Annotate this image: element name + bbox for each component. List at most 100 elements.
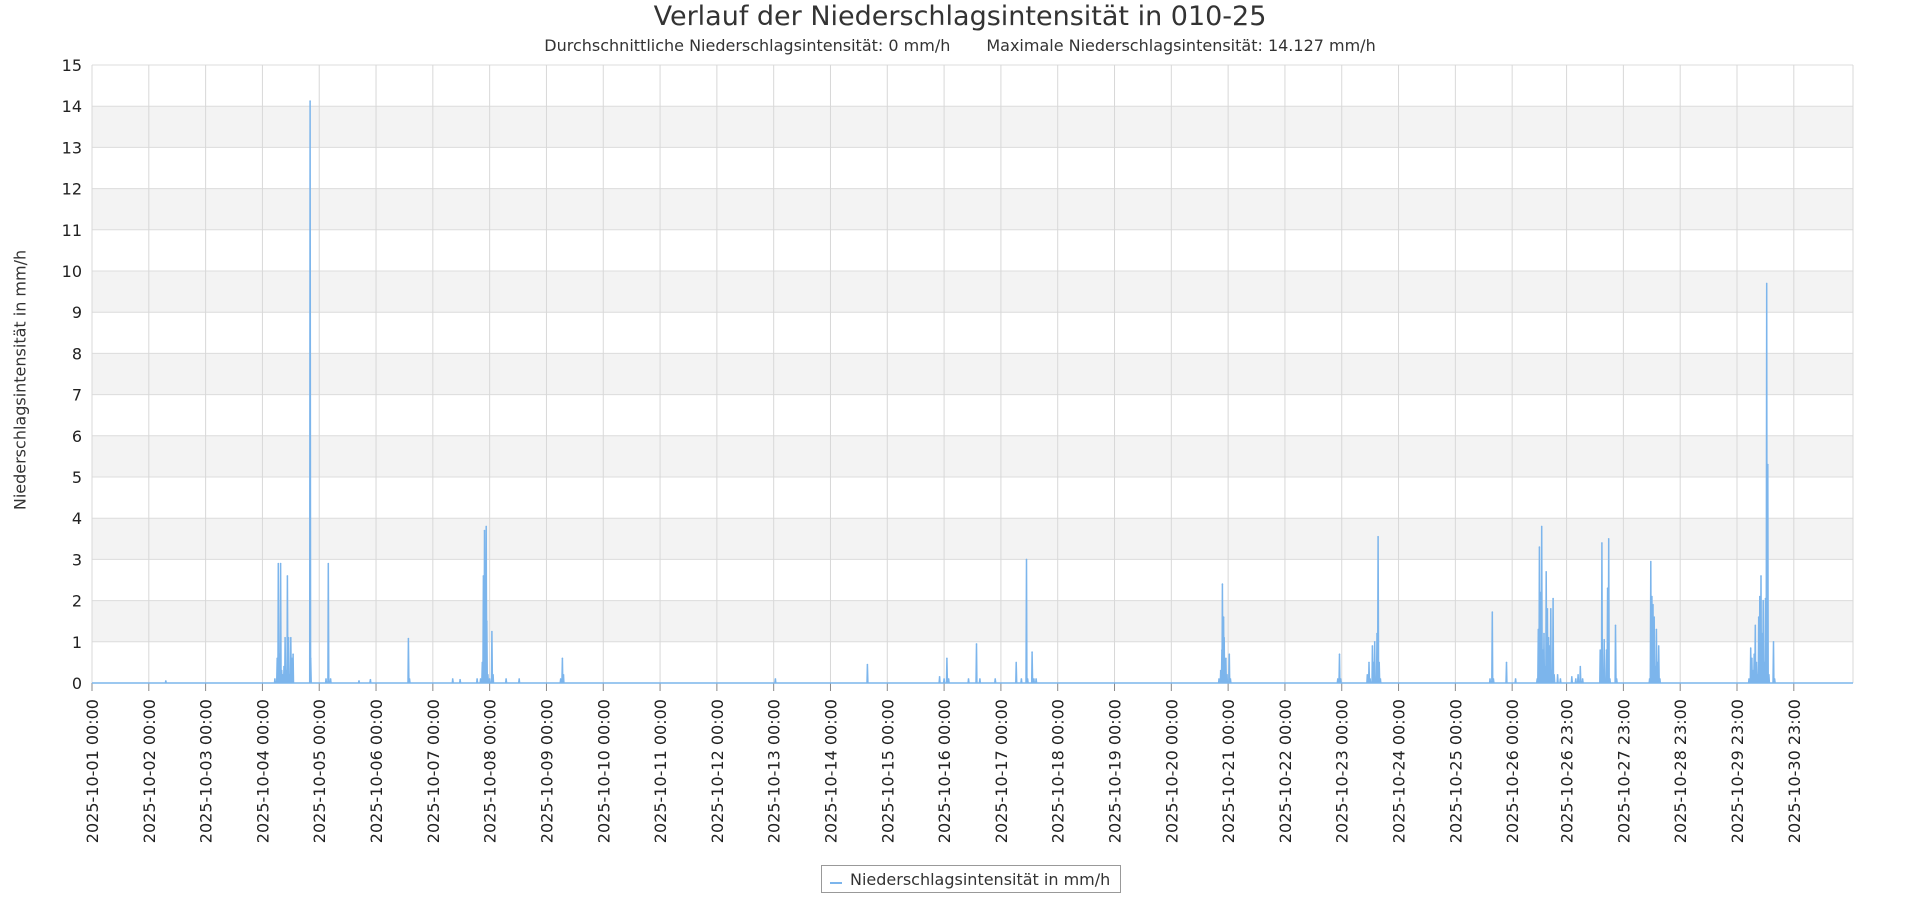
data-point[interactable]: [282, 674, 284, 676]
data-point[interactable]: [947, 678, 950, 680]
data-point[interactable]: [485, 525, 488, 528]
data-point[interactable]: [459, 678, 461, 681]
data-point[interactable]: [1773, 678, 1776, 680]
data-point[interactable]: [1375, 678, 1377, 680]
data-point[interactable]: [1603, 638, 1605, 641]
data-point[interactable]: [284, 636, 286, 639]
data-point[interactable]: [1607, 538, 1610, 540]
data-point[interactable]: [1571, 676, 1573, 678]
data-point[interactable]: [1218, 678, 1220, 680]
data-point[interactable]: [358, 680, 360, 682]
data-point[interactable]: [283, 665, 285, 668]
data-point[interactable]: [1751, 657, 1753, 660]
data-point[interactable]: [774, 678, 777, 680]
data-point[interactable]: [1228, 653, 1231, 655]
data-point[interactable]: [1373, 641, 1376, 643]
data-point[interactable]: [292, 653, 294, 655]
data-point[interactable]: [1545, 571, 1547, 573]
data-point[interactable]: [1338, 653, 1341, 655]
data-point[interactable]: [1762, 599, 1764, 602]
data-point[interactable]: [946, 657, 948, 660]
data-point[interactable]: [1376, 632, 1378, 635]
data-point[interactable]: [492, 674, 494, 676]
data-point[interactable]: [1339, 678, 1342, 680]
data-point[interactable]: [451, 678, 454, 680]
data-point[interactable]: [979, 678, 981, 680]
data-point[interactable]: [476, 678, 478, 680]
data-point[interactable]: [562, 674, 565, 676]
data-point[interactable]: [1581, 678, 1584, 680]
data-point[interactable]: [1552, 597, 1554, 600]
data-point[interactable]: [1229, 678, 1232, 680]
data-point[interactable]: [276, 657, 279, 660]
data-point[interactable]: [967, 678, 970, 680]
data-point[interactable]: [1371, 645, 1374, 647]
data-point[interactable]: [938, 676, 941, 678]
data-point[interactable]: [1760, 575, 1762, 577]
data-point[interactable]: [327, 562, 330, 565]
data-point[interactable]: [1544, 665, 1546, 668]
data-point[interactable]: [1577, 674, 1579, 676]
data-point[interactable]: [1514, 678, 1517, 680]
data-point[interactable]: [1377, 535, 1379, 538]
data-point[interactable]: [1550, 608, 1552, 610]
data-point[interactable]: [488, 678, 491, 680]
data-point[interactable]: [1543, 632, 1545, 635]
data-point[interactable]: [1035, 678, 1037, 680]
data-point[interactable]: [325, 678, 327, 680]
data-point[interactable]: [479, 678, 482, 680]
data-point[interactable]: [1599, 649, 1601, 651]
data-point[interactable]: [1537, 628, 1540, 631]
data-point[interactable]: [486, 620, 488, 622]
data-point[interactable]: [1221, 583, 1224, 585]
data-point[interactable]: [278, 653, 281, 655]
data-point[interactable]: [274, 678, 276, 680]
data-point[interactable]: [1539, 591, 1542, 594]
data-point[interactable]: [1492, 678, 1495, 680]
data-point[interactable]: [285, 669, 288, 672]
data-point[interactable]: [1337, 678, 1339, 680]
data-point[interactable]: [1026, 678, 1029, 680]
data-point[interactable]: [1505, 661, 1508, 664]
data-point[interactable]: [1757, 616, 1760, 618]
data-point[interactable]: [1368, 661, 1370, 664]
data-point[interactable]: [1221, 649, 1223, 651]
data-point[interactable]: [1754, 624, 1757, 627]
data-point[interactable]: [1536, 678, 1538, 680]
data-point[interactable]: [1765, 282, 1768, 285]
data-point[interactable]: [1759, 595, 1761, 598]
data-point[interactable]: [1025, 558, 1028, 561]
data-point[interactable]: [1547, 636, 1550, 639]
data-point[interactable]: [1540, 525, 1543, 528]
data-point[interactable]: [329, 678, 332, 680]
data-point[interactable]: [505, 678, 507, 680]
data-point[interactable]: [288, 674, 291, 676]
data-point[interactable]: [165, 680, 167, 682]
data-point[interactable]: [1659, 678, 1661, 680]
data-point[interactable]: [287, 636, 290, 639]
data-point[interactable]: [559, 678, 562, 680]
data-point[interactable]: [518, 678, 520, 680]
data-point[interactable]: [1606, 587, 1609, 589]
data-point[interactable]: [1226, 674, 1228, 676]
data-point[interactable]: [1366, 674, 1369, 676]
data-point[interactable]: [1579, 665, 1582, 668]
data-point[interactable]: [1653, 616, 1655, 618]
data-point[interactable]: [1225, 657, 1227, 660]
data-point[interactable]: [1559, 678, 1562, 680]
data-point[interactable]: [279, 562, 282, 565]
data-point[interactable]: [1764, 597, 1767, 600]
data-point[interactable]: [1768, 674, 1770, 676]
data-point[interactable]: [1652, 603, 1654, 606]
data-point[interactable]: [1615, 678, 1618, 680]
data-point[interactable]: [309, 657, 312, 660]
data-point[interactable]: [1763, 661, 1766, 664]
data-point[interactable]: [1772, 641, 1775, 643]
data-point[interactable]: [291, 657, 293, 660]
data-point[interactable]: [1655, 628, 1658, 631]
data-point[interactable]: [1650, 560, 1652, 563]
data-point[interactable]: [1761, 632, 1763, 635]
data-point[interactable]: [1491, 611, 1494, 613]
data-point[interactable]: [1489, 678, 1491, 680]
data-point[interactable]: [1372, 661, 1375, 664]
